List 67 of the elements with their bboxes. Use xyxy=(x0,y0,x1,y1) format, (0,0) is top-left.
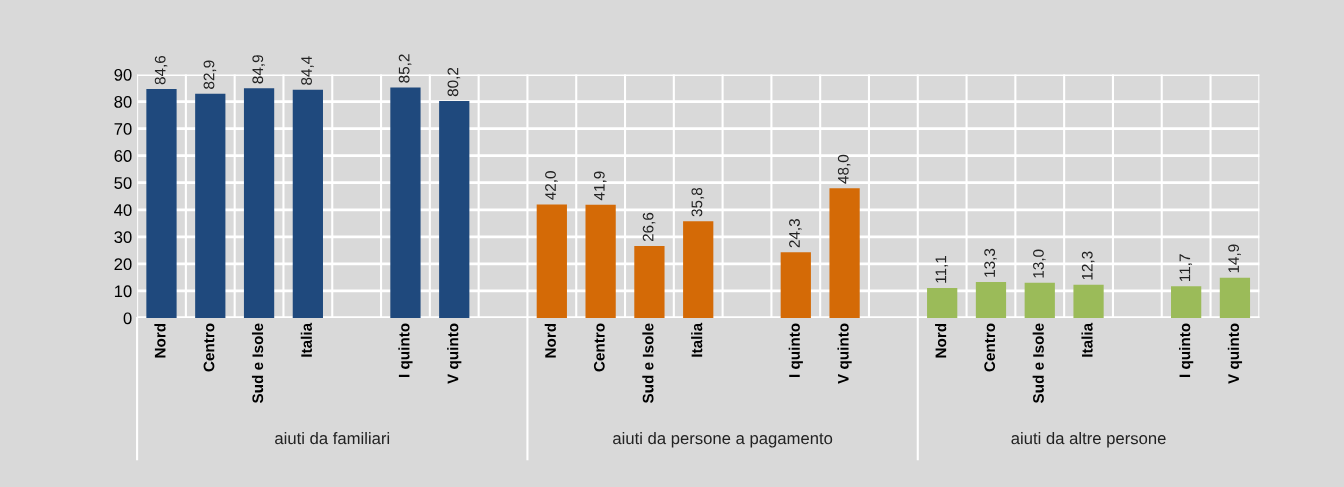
x-tick-label: V quinto xyxy=(1227,323,1243,384)
data-label: 80,2 xyxy=(447,67,461,97)
x-tick-label: Italia xyxy=(300,322,312,357)
data-label: 41,9 xyxy=(593,171,607,201)
x-tick-label: I quinto xyxy=(1179,323,1194,377)
bar xyxy=(1219,277,1251,319)
bar xyxy=(927,287,958,319)
text: aiuti da altre persone xyxy=(1011,431,1166,448)
bar xyxy=(1073,284,1104,319)
data-label: 35,8 xyxy=(691,187,705,217)
x-tick-label: Centro xyxy=(203,323,215,372)
bar xyxy=(195,93,226,319)
x-tick-label: Nord xyxy=(544,323,556,358)
x-tick-label: Nord xyxy=(154,323,166,358)
bar xyxy=(634,246,665,319)
bar xyxy=(292,89,323,319)
data-label: 13,0 xyxy=(1033,249,1046,278)
y-tick-label: 80 xyxy=(114,95,132,108)
data-label: 84,6 xyxy=(154,55,168,85)
x-tick-label: Sud e Isole xyxy=(642,323,654,404)
y-tick-label: 70 xyxy=(114,123,132,135)
y-tick-label: 40 xyxy=(114,204,132,216)
data-label: 14,9 xyxy=(1228,244,1241,273)
data-label: 84,9 xyxy=(252,55,265,84)
x-tick-label: Nord xyxy=(935,323,947,358)
bar xyxy=(536,204,567,319)
y-tick-label: 0 xyxy=(123,312,132,325)
data-label: 26,6 xyxy=(642,212,656,242)
data-label: 82,9 xyxy=(203,60,217,89)
data-label: 11,7 xyxy=(1179,254,1193,282)
data-label: 11,1 xyxy=(935,255,949,283)
x-tick-label: I quinto xyxy=(788,323,803,377)
y-tick-label: 10 xyxy=(114,285,132,298)
bar xyxy=(1171,286,1202,319)
data-label: 12,3 xyxy=(1081,251,1095,280)
bar xyxy=(585,204,616,319)
y-tick-label: 20 xyxy=(114,258,132,271)
y-tick-label: 60 xyxy=(114,150,132,162)
bar xyxy=(975,282,1007,319)
x-tick-label: V quinto xyxy=(837,323,852,384)
bar xyxy=(1024,282,1055,319)
data-label: 13,3 xyxy=(984,248,997,277)
x-tick-label: Sud e Isole xyxy=(1032,323,1044,404)
data-label: 24,3 xyxy=(789,219,802,248)
data-label: 48,0 xyxy=(837,154,851,184)
data-label: 84,4 xyxy=(301,56,314,85)
bar xyxy=(683,221,714,319)
bar xyxy=(439,101,470,319)
data-label: 42,0 xyxy=(545,171,558,200)
x-tick-label: V quinto xyxy=(447,323,462,384)
x-tick-label: Sud e Isole xyxy=(251,323,264,404)
bar xyxy=(146,89,177,319)
y-tick-label: 90 xyxy=(114,68,132,81)
bar xyxy=(390,87,421,319)
text: aiuti da familiari xyxy=(275,431,390,445)
bar xyxy=(780,252,811,319)
data-label: 85,2 xyxy=(398,54,412,83)
y-tick-label: 30 xyxy=(114,231,132,244)
text: aiuti da persone a pagamento xyxy=(613,431,833,448)
bar xyxy=(243,88,275,319)
bar xyxy=(829,188,860,319)
x-tick-label: Italia xyxy=(1081,322,1093,357)
x-tick-label: Centro xyxy=(593,323,605,372)
x-tick-label: Italia xyxy=(691,322,703,357)
x-tick-label: I quinto xyxy=(398,323,413,377)
y-tick-label: 50 xyxy=(114,177,132,189)
x-tick-label: Centro xyxy=(984,323,996,372)
